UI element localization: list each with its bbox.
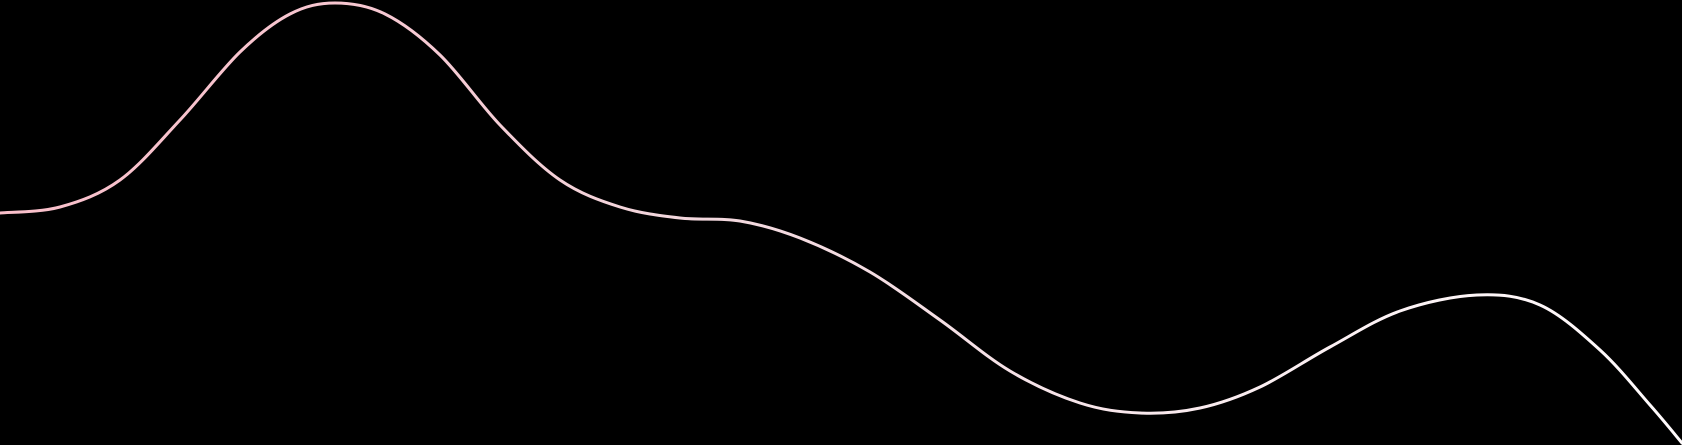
canvas-stage — [0, 0, 1682, 445]
wave-series-line — [0, 1, 1682, 445]
wave-chart — [0, 0, 1682, 445]
chart-background — [0, 0, 1682, 445]
